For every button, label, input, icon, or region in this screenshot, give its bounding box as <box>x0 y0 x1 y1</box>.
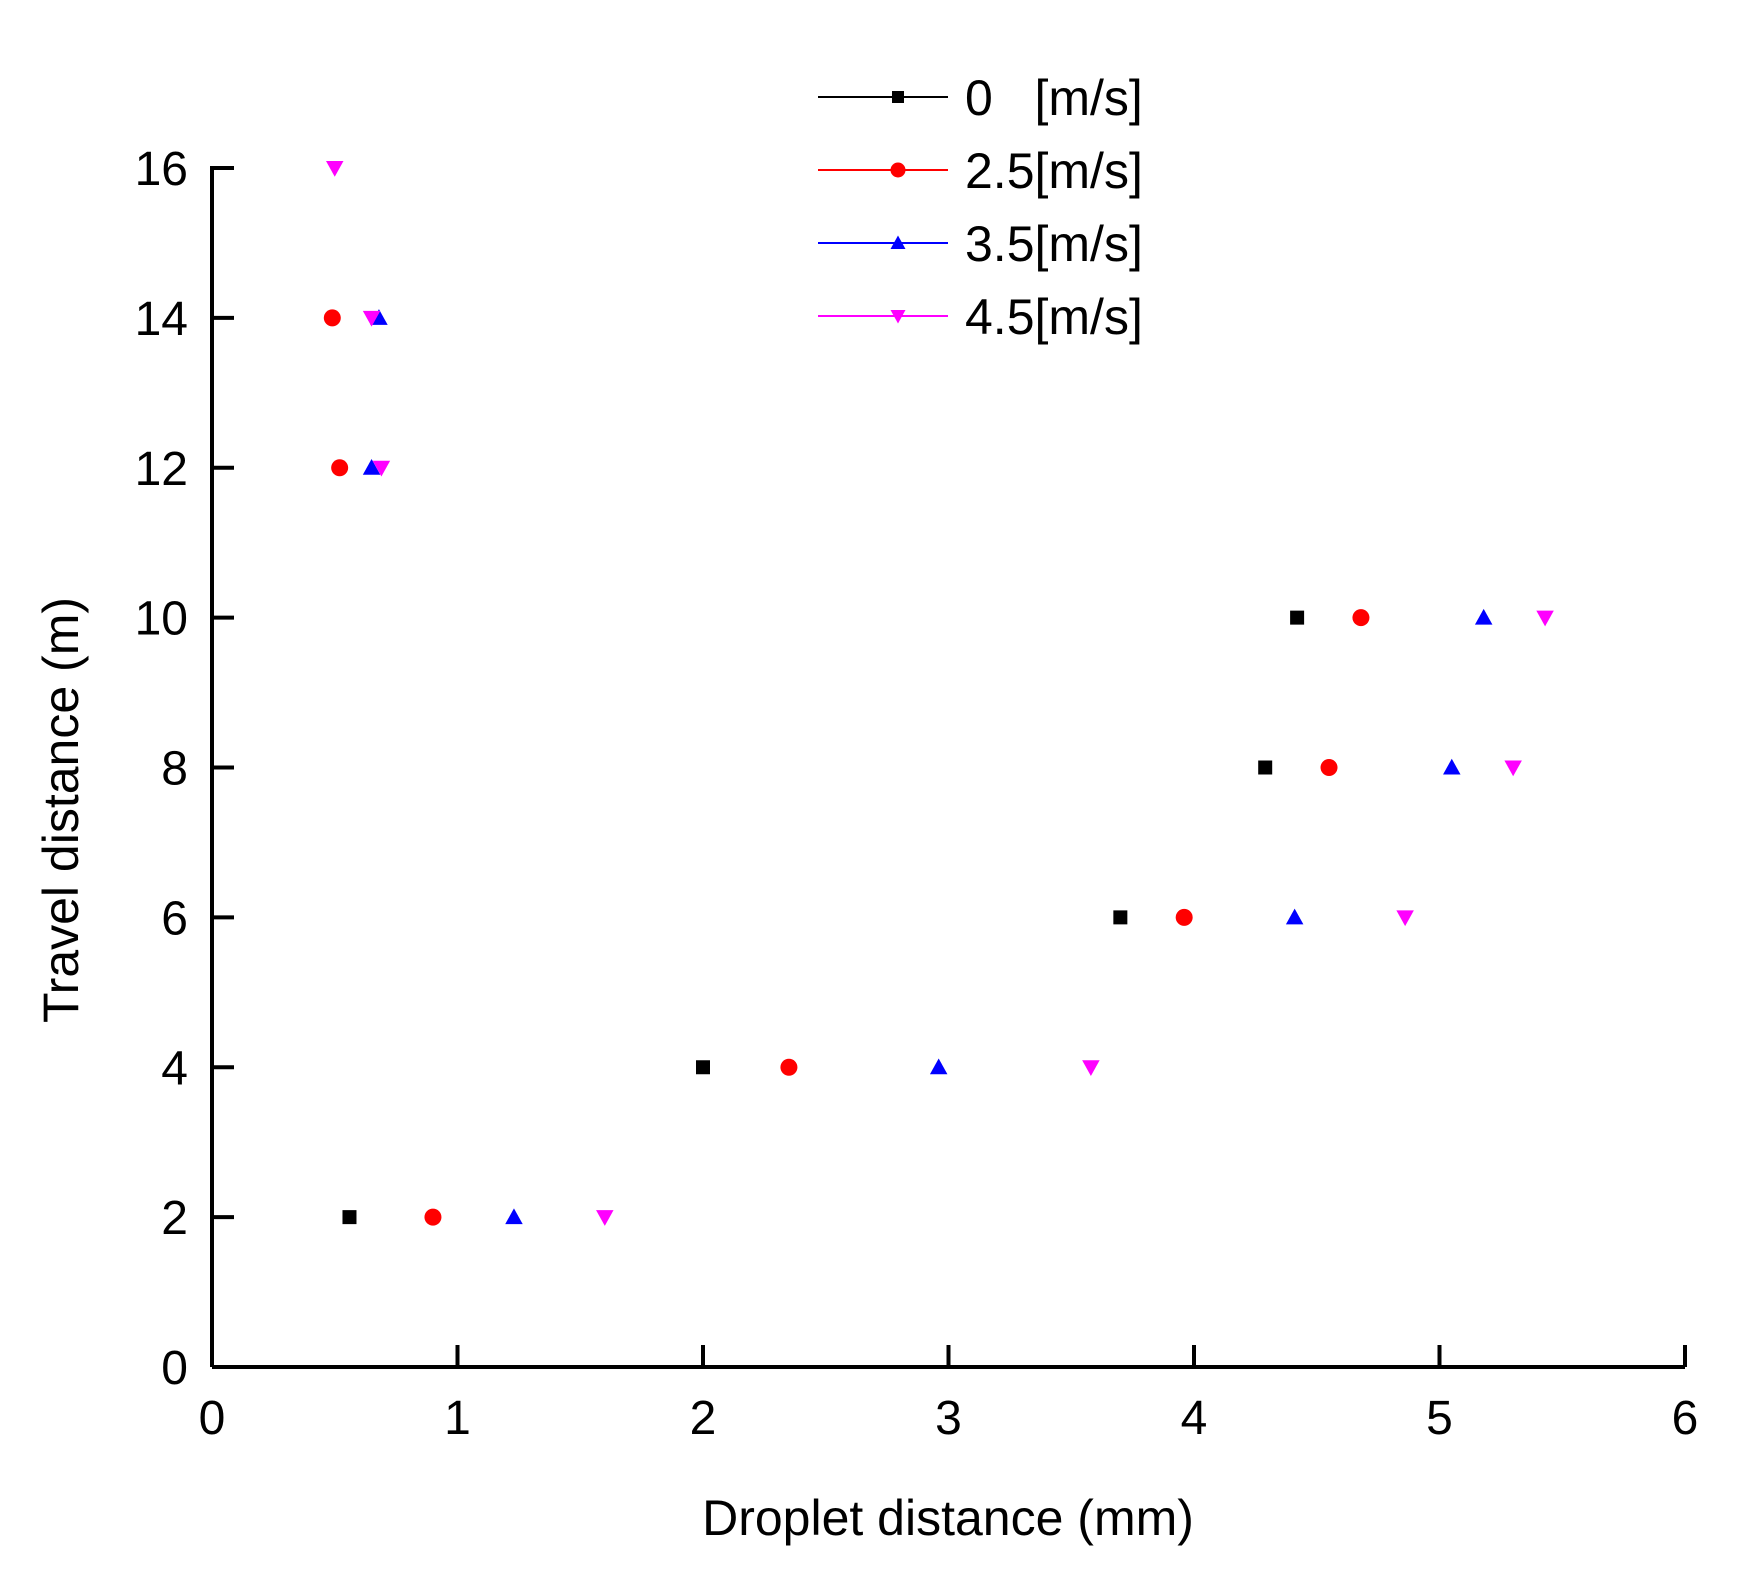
legend-item: 3.5[m/s] <box>818 216 1143 272</box>
data-point <box>1474 608 1493 625</box>
x-tick-label: 0 <box>199 1392 226 1445</box>
legend-marker <box>890 310 906 324</box>
x-tick-label: 4 <box>1181 1392 1208 1445</box>
y-tick-label: 10 <box>135 593 188 646</box>
data-point <box>1352 609 1370 627</box>
legend-label: 2.5[m/s] <box>965 143 1143 199</box>
data-point <box>505 1208 523 1225</box>
x-ticks: 0 1 2 3 4 5 6 <box>199 1345 1699 1445</box>
data-point <box>596 1210 614 1226</box>
series-3-points <box>326 161 1554 1226</box>
data-point <box>780 1058 798 1076</box>
legend-marker <box>890 162 906 178</box>
data-marks <box>323 161 1554 1226</box>
data-point <box>1320 759 1338 776</box>
data-point <box>326 161 344 177</box>
legend-label: 0 [m/s] <box>965 70 1143 126</box>
legend-marker <box>892 91 904 103</box>
y-tick-label: 4 <box>161 1042 188 1095</box>
data-point <box>362 310 381 327</box>
data-point <box>1258 760 1273 775</box>
data-point <box>696 1060 710 1075</box>
legend-item: 0 [m/s] <box>818 70 1143 126</box>
data-point <box>1504 760 1522 777</box>
legend-label: 4.5[m/s] <box>965 289 1143 345</box>
data-point <box>1285 908 1304 925</box>
y-ticks: 0 2 4 6 8 10 12 14 16 <box>135 143 234 1395</box>
data-point <box>372 460 391 477</box>
x-tick-label: 3 <box>935 1392 962 1445</box>
x-tick-label: 2 <box>690 1392 717 1445</box>
axes <box>210 166 1685 1369</box>
data-point <box>1175 908 1193 926</box>
series-1-points <box>323 309 1370 1226</box>
y-tick-label: 12 <box>135 443 188 496</box>
legend-label: 3.5[m/s] <box>965 216 1143 272</box>
legend-marker <box>890 235 906 249</box>
legend-item: 2.5[m/s] <box>818 143 1143 199</box>
y-tick-label: 14 <box>135 293 188 346</box>
y-tick-label: 0 <box>161 1342 188 1395</box>
data-point <box>1082 1060 1100 1076</box>
series-0-points <box>342 610 1305 1225</box>
x-tick-label: 1 <box>444 1392 471 1445</box>
y-tick-label: 2 <box>161 1192 188 1245</box>
data-point <box>342 1210 357 1225</box>
legend: 0 [m/s] 2.5[m/s] 3.5[m/s] 4.5[m/s] <box>818 70 1143 345</box>
data-point <box>1290 610 1305 625</box>
y-tick-label: 16 <box>135 143 188 196</box>
legend-item: 4.5[m/s] <box>818 289 1143 345</box>
x-axis-label: Droplet distance (mm) <box>702 1490 1194 1546</box>
x-tick-label: 6 <box>1672 1392 1699 1445</box>
y-axis-label: Travel distance (m) <box>33 597 89 1023</box>
data-point <box>331 459 349 477</box>
data-point <box>424 1208 442 1226</box>
data-point <box>929 1058 948 1075</box>
data-point <box>1396 910 1414 927</box>
data-point <box>323 309 341 327</box>
data-point <box>1113 910 1128 925</box>
data-point <box>1443 758 1461 775</box>
x-tick-label: 5 <box>1426 1392 1453 1445</box>
y-tick-label: 8 <box>161 743 188 796</box>
y-tick-label: 6 <box>161 892 188 945</box>
data-point <box>362 459 381 475</box>
data-point <box>1536 610 1554 627</box>
